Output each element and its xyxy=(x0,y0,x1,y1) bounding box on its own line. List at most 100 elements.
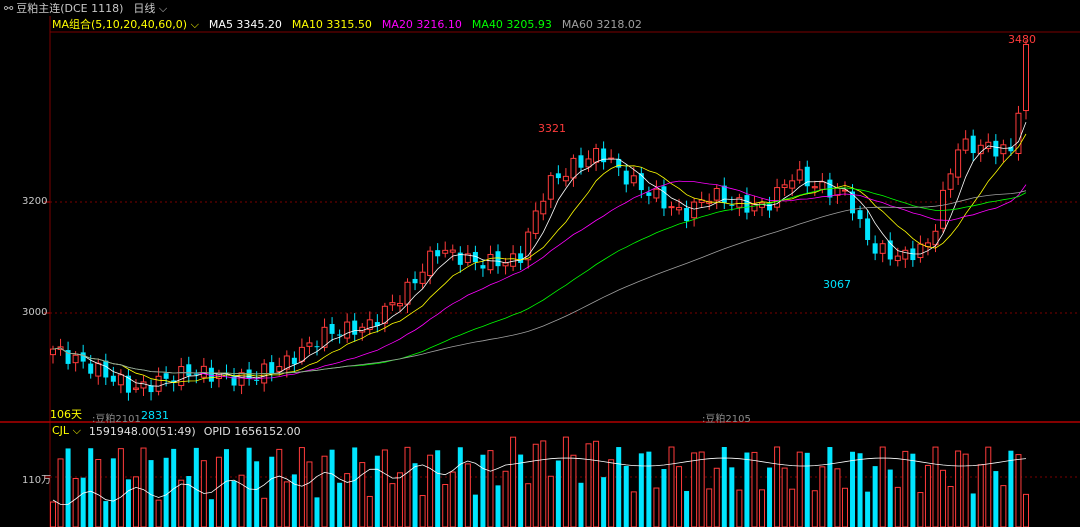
volume-bar xyxy=(834,468,841,527)
volume-bar xyxy=(646,451,652,527)
volume-bar xyxy=(148,460,154,527)
volume-bar xyxy=(940,469,947,527)
candle-body xyxy=(442,249,449,254)
candle-body xyxy=(171,380,177,383)
link-icon[interactable]: ⚯ xyxy=(4,1,14,15)
opid-line xyxy=(52,457,1027,505)
volume-axis-label: 110万 xyxy=(22,475,52,486)
volume-bar xyxy=(970,493,976,527)
candle-body xyxy=(729,204,735,206)
candle-body xyxy=(774,187,781,208)
candle-body xyxy=(518,253,524,263)
volume-bar xyxy=(789,488,796,527)
candle-body xyxy=(238,372,245,386)
candle-body xyxy=(547,175,554,200)
candle-body xyxy=(344,321,351,339)
price-label-3200: 3200 xyxy=(22,196,48,207)
volume-bar xyxy=(653,487,660,527)
volume-bar xyxy=(449,471,456,527)
volume-bar xyxy=(57,458,64,527)
candle-body xyxy=(532,210,539,234)
candle-body xyxy=(1000,144,1007,155)
volume-bar xyxy=(532,443,539,527)
candle-body xyxy=(811,186,818,189)
candle-body xyxy=(661,186,667,209)
moving-average-lines xyxy=(52,121,1027,387)
volume-bar xyxy=(811,490,818,527)
candle-body xyxy=(276,366,283,372)
candle-body xyxy=(208,367,214,382)
volume-bar xyxy=(321,455,328,527)
volume-bar xyxy=(827,447,833,527)
volume-bar xyxy=(924,464,931,527)
high-annotation-mid: 3321 xyxy=(538,122,566,135)
volume-legend: CJL ⌵ 1591948.00(51:49) OPID 1656152.00 xyxy=(52,424,301,438)
candle-body xyxy=(449,249,456,253)
candle-body xyxy=(404,281,411,305)
volume-bar xyxy=(865,491,871,527)
volume-bar xyxy=(50,501,56,527)
volume-bar xyxy=(894,486,901,527)
candle-body xyxy=(117,374,124,386)
volume-bar xyxy=(985,446,992,527)
volume-bar xyxy=(525,483,532,527)
volume-bar xyxy=(540,440,547,527)
ma20-value: MA20 3216.10 xyxy=(381,17,462,31)
candle-body xyxy=(902,249,909,260)
ma40-line xyxy=(52,187,1027,375)
volume-bar xyxy=(774,446,781,527)
volume-bar xyxy=(502,470,509,527)
volume-bar xyxy=(80,477,86,527)
ma-group-label: MA组合(5,10,20,40,60,0) xyxy=(52,18,188,31)
volume-bar xyxy=(374,455,380,527)
volume-bar xyxy=(442,483,449,527)
indicator-selector[interactable]: CJL ⌵ xyxy=(52,424,81,438)
volume-bar xyxy=(713,467,720,527)
volume-bar xyxy=(178,479,185,527)
volume-bar xyxy=(427,454,434,527)
candle-body xyxy=(977,144,984,155)
candle-body xyxy=(200,365,207,378)
high-annotation-recent: 3480 xyxy=(1008,33,1036,46)
candle-body xyxy=(510,253,517,267)
volume-bar xyxy=(744,452,750,527)
candle-body xyxy=(781,184,788,188)
volume-bar xyxy=(1000,485,1007,527)
candle-body xyxy=(555,173,561,179)
ma20-line xyxy=(52,180,1027,380)
volume-bar xyxy=(1015,454,1022,527)
candle-body xyxy=(163,373,169,379)
candle-body xyxy=(329,324,335,334)
volume-bar xyxy=(186,476,192,527)
low-annotation-left: 2831 xyxy=(141,409,169,422)
volume-bar xyxy=(691,452,698,527)
candle-body xyxy=(570,157,577,179)
volume-bar xyxy=(751,451,758,527)
candle-body xyxy=(396,302,403,307)
candle-body xyxy=(601,148,607,163)
volume-bar xyxy=(95,458,102,527)
candle-body xyxy=(269,362,275,374)
candle-body xyxy=(155,375,162,392)
candle-body xyxy=(857,210,863,220)
candle-body xyxy=(480,265,486,269)
volume-bar xyxy=(955,450,962,527)
volume-bar xyxy=(396,472,403,527)
volume-bar xyxy=(223,449,229,527)
contract-title[interactable]: 豆粕主连(DCE 1118) xyxy=(16,2,124,15)
ma60-line xyxy=(52,190,1027,375)
volume-bar xyxy=(298,447,305,527)
candle-body xyxy=(231,376,237,386)
volume-bar xyxy=(480,454,486,527)
volume-bar xyxy=(472,494,478,527)
volume-bar xyxy=(1023,493,1029,527)
volume-bar xyxy=(352,447,358,527)
volume-bar xyxy=(314,497,320,527)
candle-body xyxy=(578,155,584,168)
period-selector[interactable]: 日线 ⌵ xyxy=(133,0,167,16)
volume-bar xyxy=(88,448,94,527)
candle-body xyxy=(767,203,773,211)
volume-bar xyxy=(947,485,954,527)
ma-group-selector[interactable]: MA组合(5,10,20,40,60,0) ⌵ xyxy=(52,16,199,32)
